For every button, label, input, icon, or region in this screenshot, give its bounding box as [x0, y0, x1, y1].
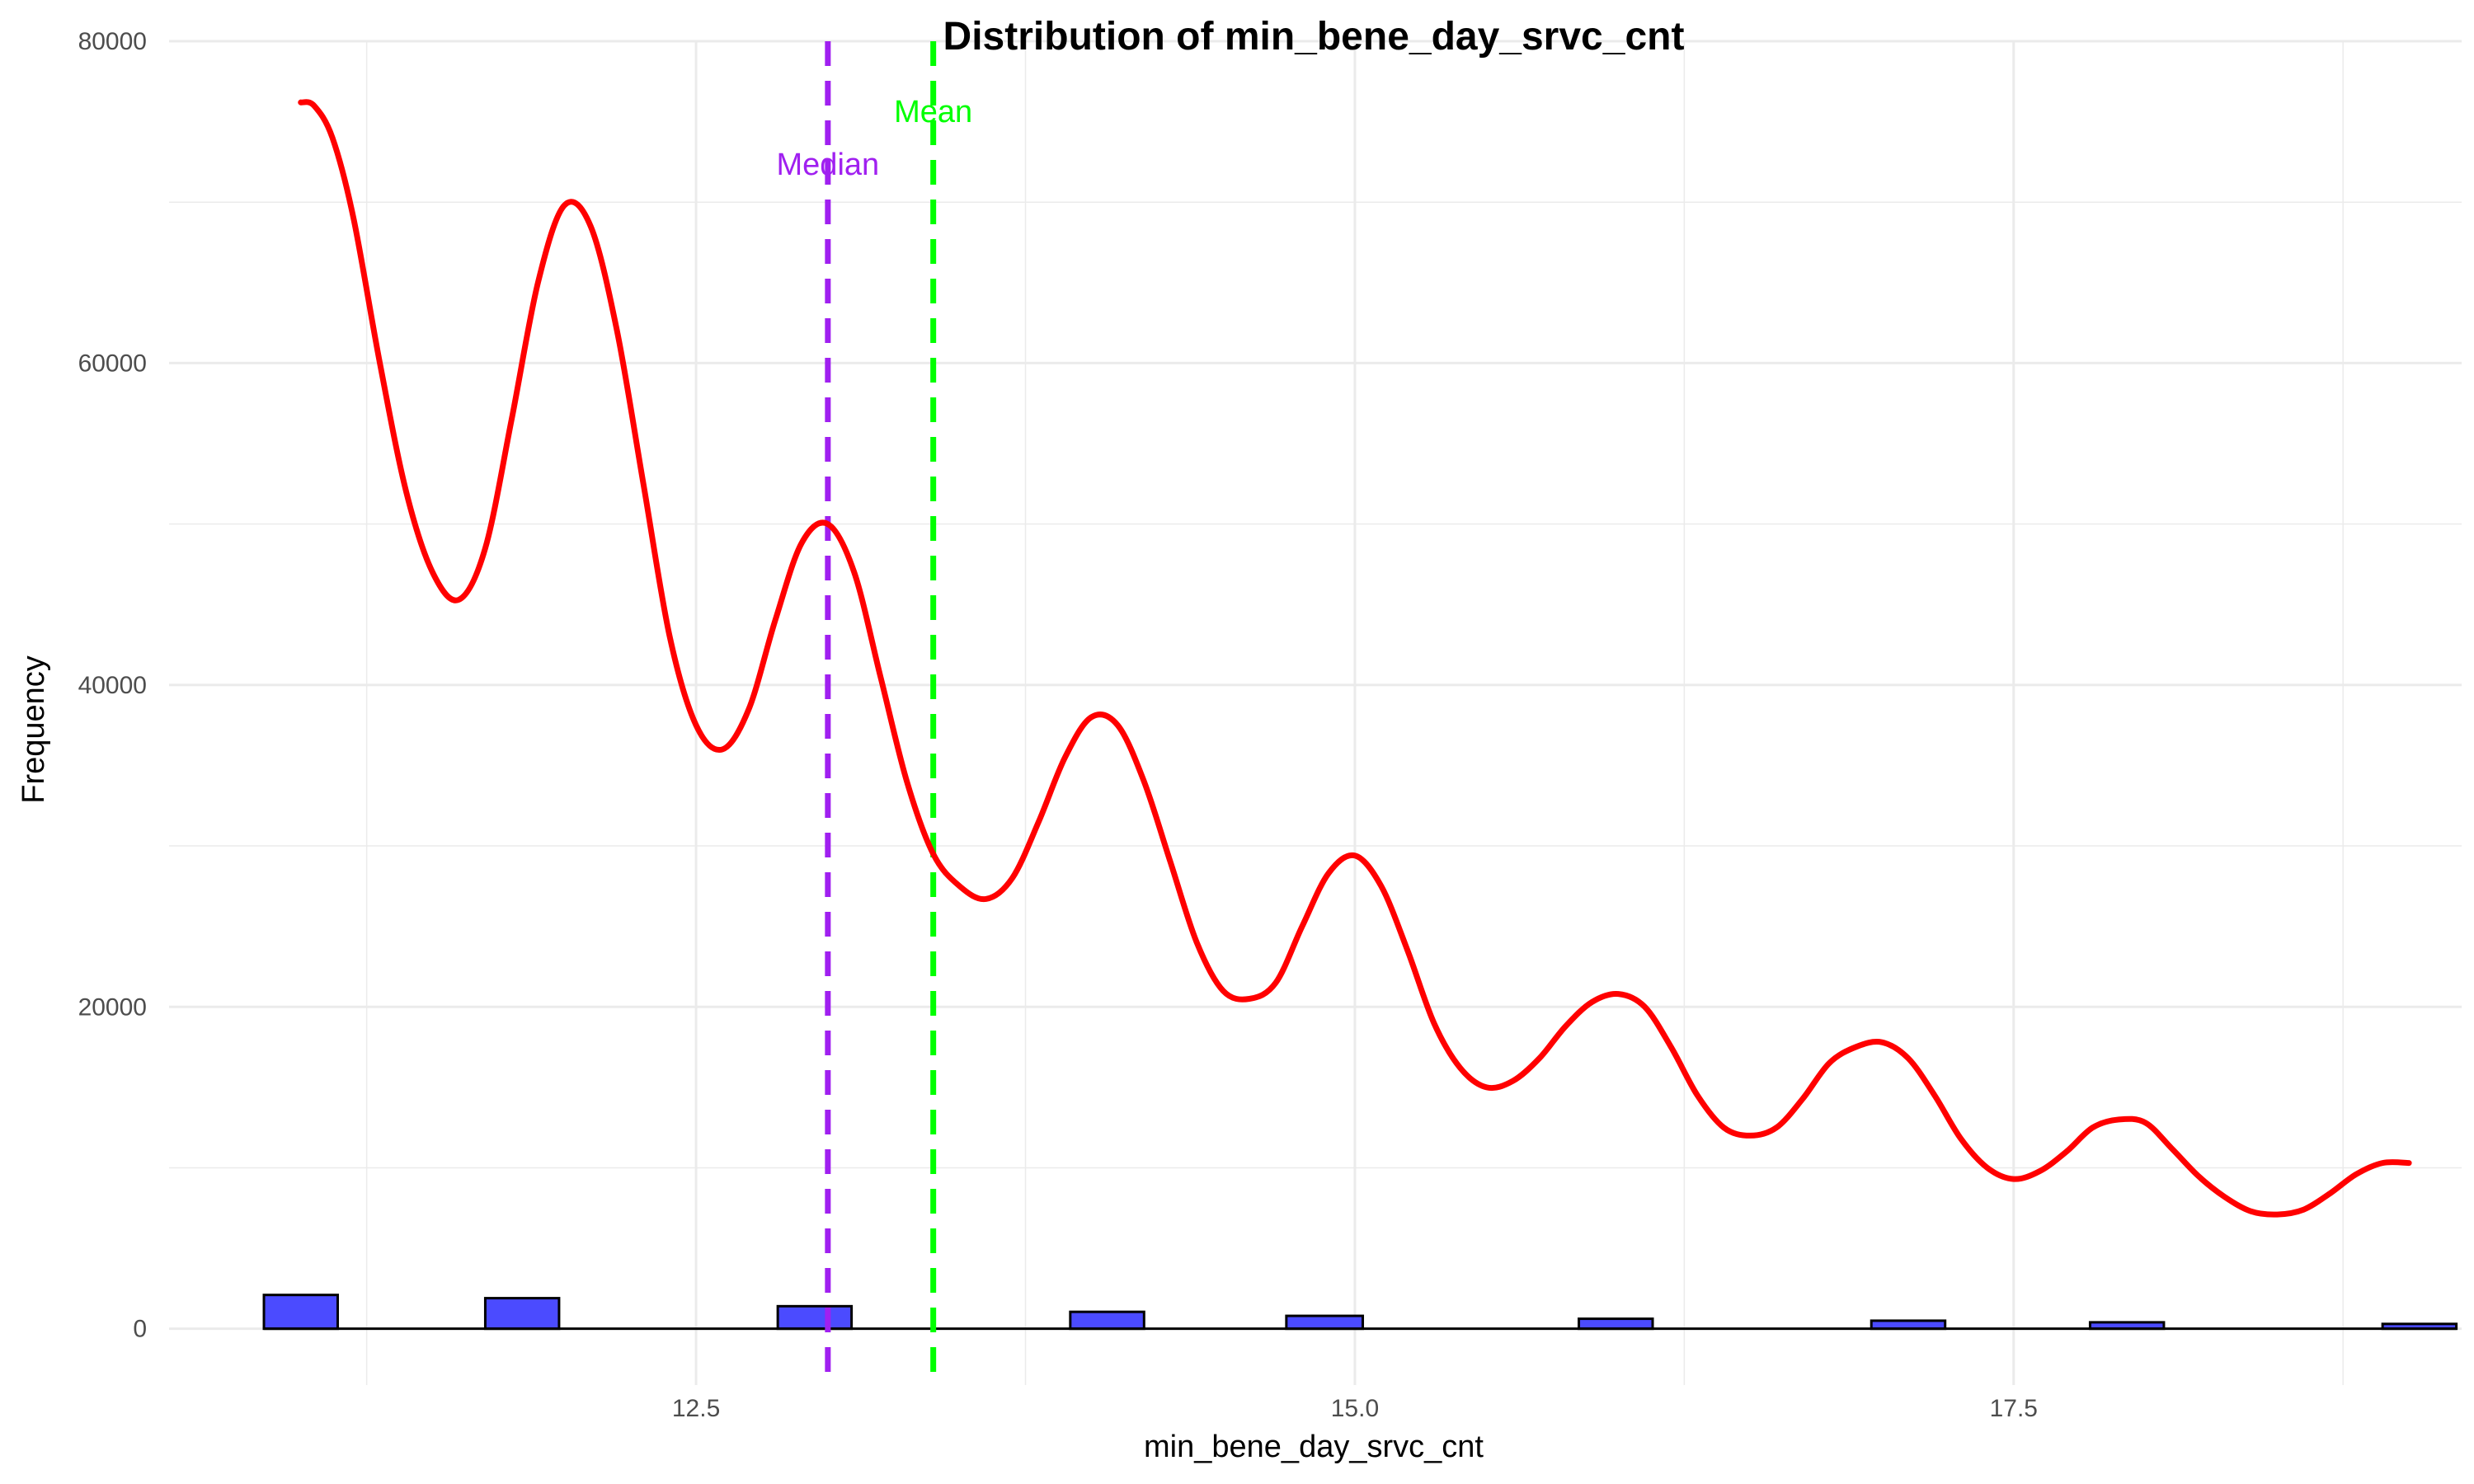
histogram-bar	[1578, 1317, 1654, 1331]
y-tick-label: 80000	[78, 28, 147, 55]
chart-title: Distribution of min_bene_day_srvc_cnt	[943, 15, 1685, 59]
reference-labels: Median Mean	[777, 95, 973, 182]
x-axis-title: min_bene_day_srvc_cnt	[1144, 1430, 1484, 1464]
histogram-bar	[483, 1297, 561, 1331]
x-tick-label: 17.5	[1990, 1395, 2038, 1422]
y-tick-label: 20000	[78, 993, 147, 1021]
histogram-bars	[262, 1294, 2458, 1331]
histogram-bar	[262, 1294, 340, 1331]
density-curve-group	[298, 99, 2412, 1218]
histogram-bar	[776, 1304, 854, 1331]
histogram-bar	[1069, 1310, 1145, 1331]
y-tick-label: 40000	[78, 672, 147, 699]
mean-label: Mean	[894, 95, 972, 129]
density-curve	[298, 99, 2412, 1218]
grid	[169, 40, 2462, 1385]
x-tick-label: 12.5	[672, 1395, 720, 1422]
y-axis-title: Frequency	[16, 655, 51, 804]
x-tick-label: 15.0	[1331, 1395, 1379, 1422]
histogram-bar	[1285, 1314, 1365, 1331]
y-tick-label: 60000	[78, 350, 147, 377]
reference-lines	[825, 41, 937, 1385]
median-label: Median	[777, 148, 880, 182]
y-tick-label: 0	[133, 1316, 147, 1343]
axis-ticks: 0 20000 40000 60000 80000 12.5 15.0 17.5	[78, 28, 2038, 1422]
